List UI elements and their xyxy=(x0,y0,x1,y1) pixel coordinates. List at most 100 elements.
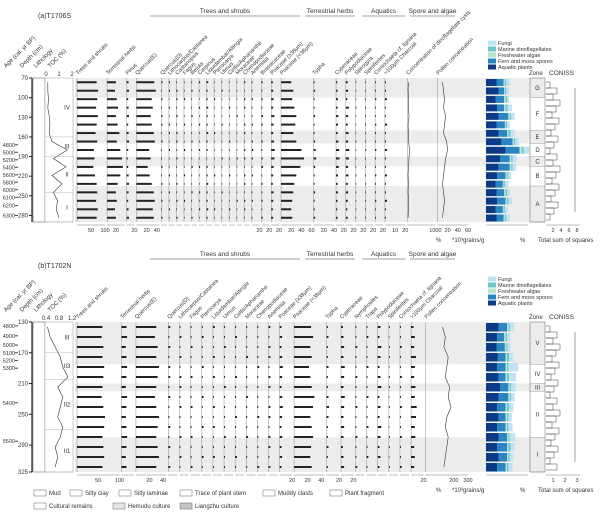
taxon-bar xyxy=(179,436,182,438)
stacked-bar-segment xyxy=(504,180,509,188)
taxon-bar xyxy=(190,386,192,388)
coniss-branch xyxy=(546,367,556,375)
taxon-bar xyxy=(281,165,301,168)
taxon-bar xyxy=(313,140,316,143)
taxon-bar xyxy=(77,396,102,398)
age-tick-label: 6100 xyxy=(3,195,15,201)
taxon-bar xyxy=(212,456,215,458)
taxon-bar xyxy=(355,386,357,388)
toc-curve xyxy=(47,82,68,218)
taxon-bar xyxy=(345,216,348,219)
taxon-bar xyxy=(190,456,192,458)
taxon-bar xyxy=(246,446,248,448)
coniss-branch xyxy=(546,463,558,471)
taxon-bar xyxy=(246,466,248,468)
taxon-bar xyxy=(355,89,357,92)
stacked-bar-segment xyxy=(504,104,506,112)
taxon-bar xyxy=(235,326,237,328)
zone-header: Zone xyxy=(529,315,543,321)
taxon-bar xyxy=(336,157,340,160)
stacked-bar-segment xyxy=(509,323,514,332)
taxon-bar xyxy=(268,376,271,378)
taxon-bar xyxy=(257,396,259,398)
taxon-bar xyxy=(326,326,328,328)
stacked-bar-segment xyxy=(486,323,499,332)
taxon-bar xyxy=(161,140,163,143)
taxon-bar xyxy=(168,456,170,458)
taxon-bar xyxy=(251,98,253,101)
taxon-bar xyxy=(201,446,203,448)
taxon-bar xyxy=(251,216,253,219)
taxon-bar xyxy=(355,115,357,118)
stacked-bar-segment xyxy=(509,383,512,392)
taxon-bar xyxy=(355,336,357,338)
taxon-bar xyxy=(168,406,170,408)
taxon-bar xyxy=(326,466,328,468)
taxon-bar xyxy=(257,466,260,468)
legend-label: Silty clay xyxy=(85,491,109,497)
taxon-bar xyxy=(214,216,215,219)
taxon-bar xyxy=(341,346,345,348)
taxon-bar xyxy=(336,132,338,135)
taxon-bar xyxy=(246,336,248,338)
taxon-bar xyxy=(77,174,95,177)
taxon-bar xyxy=(355,81,357,84)
taxon-bar xyxy=(235,436,237,438)
taxon-bar xyxy=(135,456,159,458)
taxon-bar xyxy=(136,115,151,118)
stacked-bar-segment xyxy=(515,138,519,146)
taxon-bar xyxy=(384,191,386,194)
taxon-bar xyxy=(345,174,349,177)
taxon-bar xyxy=(377,396,380,398)
taxon-bar xyxy=(179,396,181,398)
plant-fragment-icon xyxy=(329,489,343,497)
taxon-bar xyxy=(375,191,376,194)
taxon-bar xyxy=(214,174,216,177)
taxon-bar xyxy=(388,386,390,388)
taxon-bar xyxy=(135,416,159,418)
taxon-bar xyxy=(176,115,178,118)
depth-tick-label: 130 xyxy=(18,320,29,326)
stacked-bar-segment xyxy=(506,343,508,352)
taxon-tick-label: 20 xyxy=(336,478,342,484)
stacked-bar-segment xyxy=(498,163,510,171)
taxon-bar xyxy=(206,208,209,211)
taxon-bar xyxy=(355,376,358,378)
taxon-bar xyxy=(191,140,193,143)
stacked-bar-segment xyxy=(505,423,507,432)
legend-label: Liangzhu culture xyxy=(195,504,240,510)
taxon-bar xyxy=(229,106,231,109)
taxon-bar xyxy=(136,140,155,143)
coniss-branch xyxy=(546,439,552,447)
taxon-bar xyxy=(126,165,129,168)
taxon-bar xyxy=(355,326,357,328)
age-tick-label: 5000 xyxy=(3,343,15,349)
taxon-bar xyxy=(388,466,390,468)
taxon-bar xyxy=(229,174,231,177)
taxon-bar xyxy=(279,436,283,438)
taxon-bar xyxy=(261,81,263,84)
taxon-bar xyxy=(281,115,297,118)
taxon-bar xyxy=(236,98,238,101)
stacked-bar-segment xyxy=(508,423,513,432)
taxon-bar xyxy=(191,98,193,101)
taxon-tick-label: 20 xyxy=(350,478,356,484)
taxon-bar xyxy=(384,157,386,160)
taxon-bar xyxy=(261,208,263,211)
coniss-branch xyxy=(546,135,559,143)
taxon-bar xyxy=(365,140,366,143)
taxon-bar xyxy=(365,106,366,109)
taxon-bar xyxy=(377,376,381,378)
taxon-bar xyxy=(136,123,152,126)
taxon-bar xyxy=(121,446,127,448)
taxon-bar xyxy=(135,436,157,438)
legend-swatch xyxy=(488,58,496,64)
taxon-bar xyxy=(251,208,253,211)
stacked-bar-segment xyxy=(500,383,509,392)
taxon-bar xyxy=(77,336,102,338)
legend-swatch xyxy=(488,282,496,288)
taxon-bar xyxy=(313,191,316,194)
taxon-bar xyxy=(107,208,116,211)
taxon-bar xyxy=(313,165,316,168)
taxon-bar xyxy=(176,199,178,202)
